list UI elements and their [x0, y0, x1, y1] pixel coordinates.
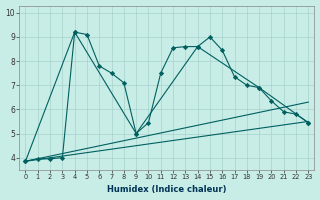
- X-axis label: Humidex (Indice chaleur): Humidex (Indice chaleur): [107, 185, 227, 194]
